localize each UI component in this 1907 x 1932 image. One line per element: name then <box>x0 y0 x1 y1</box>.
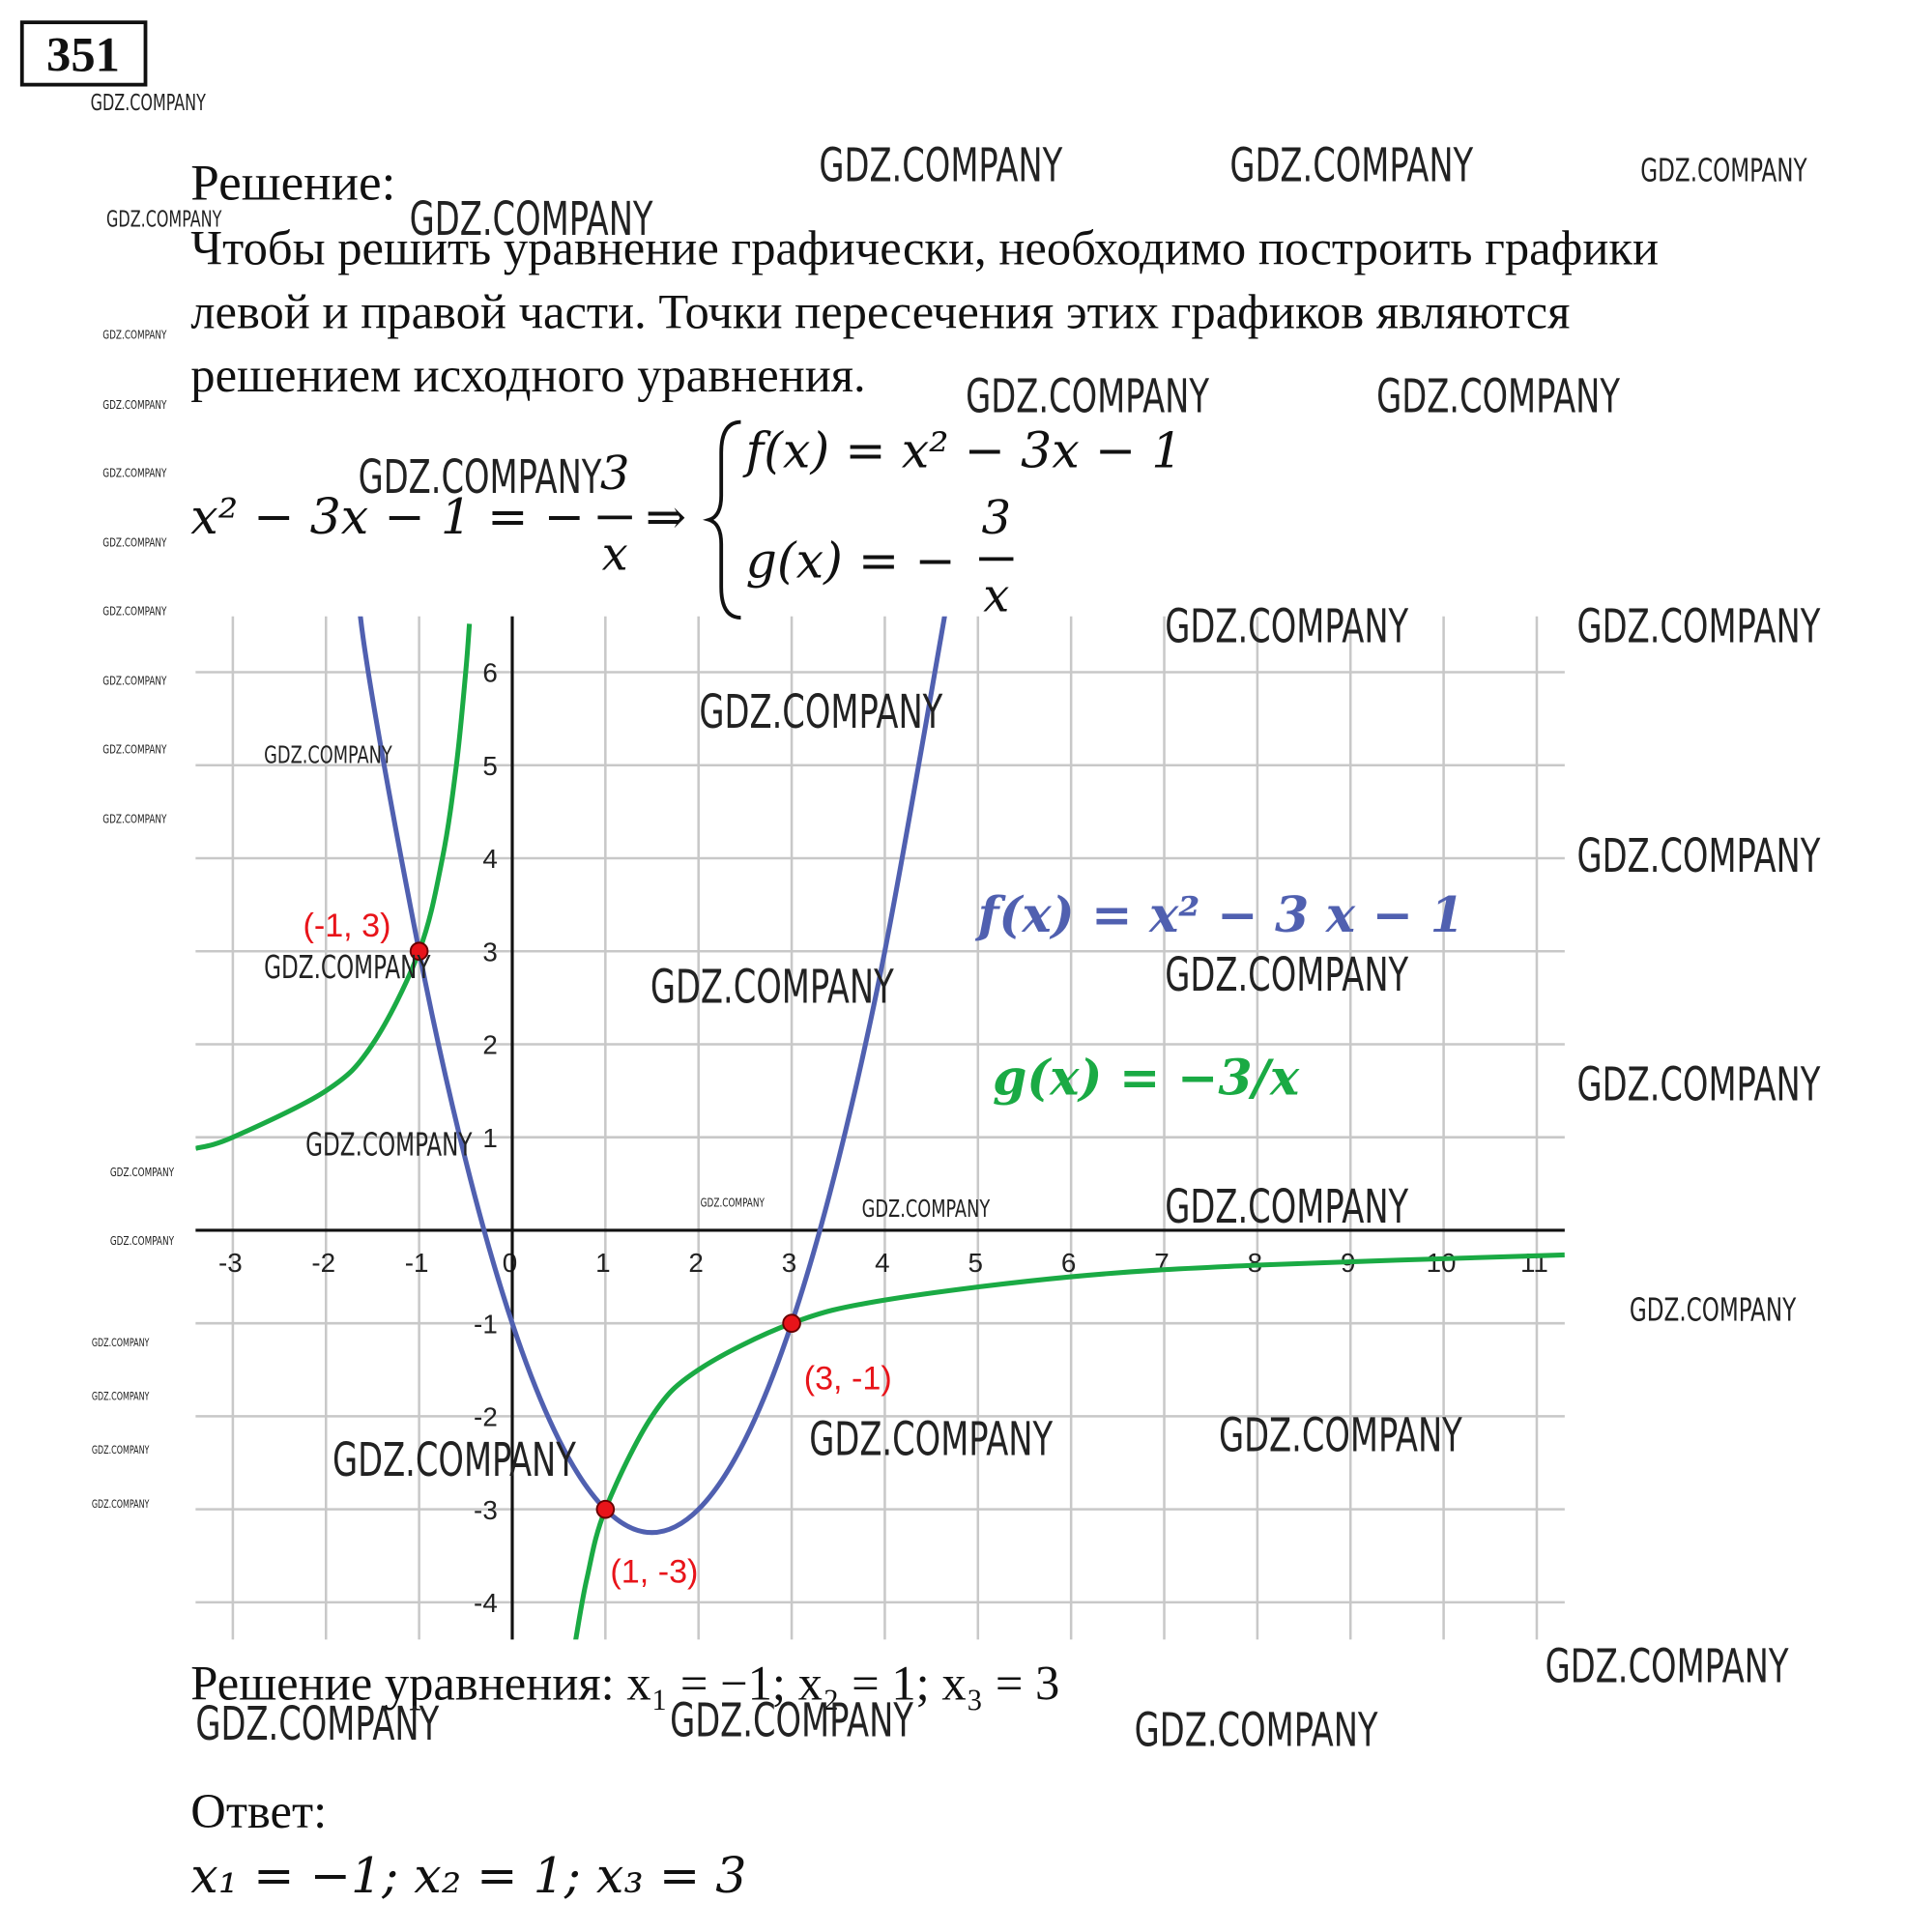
system-f: f(x) = x² − 3x − 1 <box>741 421 1182 478</box>
x-tick-label: -1 <box>405 1248 429 1278</box>
watermark: GDZ.COMPANY <box>699 685 942 739</box>
watermark: GDZ.COMPANY <box>1219 1409 1462 1463</box>
point-label: (3, -1) <box>804 1360 892 1397</box>
arrow: ⇒ <box>646 488 686 545</box>
watermark: GDZ.COMPANY <box>670 1694 913 1748</box>
watermark: GDZ.COMPANY <box>862 1195 991 1223</box>
x-tick-label: -3 <box>218 1248 243 1278</box>
watermark: GDZ.COMPANY <box>102 397 167 413</box>
watermark: GDZ.COMPANY <box>1165 600 1408 654</box>
watermark: GDZ.COMPANY <box>819 139 1062 193</box>
equation-left: x² − 3x − 1 = − <box>190 488 585 545</box>
solution: Решение уравнения: x₁ = −1; x₂ = 1; x₃ =… <box>190 1656 1059 1710</box>
x-tick-label: 1 <box>595 1248 610 1278</box>
watermark: GDZ.COMPANY <box>1577 1058 1821 1112</box>
x-tick-label: 3 <box>782 1248 796 1278</box>
intersection-point <box>782 1313 801 1333</box>
point-label: (-1, 3) <box>303 908 390 944</box>
paragraph-line: решением исходного уравнения. <box>190 348 865 402</box>
watermark: GDZ.COMPANY <box>332 1433 576 1487</box>
x-tick-label: 5 <box>968 1248 983 1278</box>
y-tick-label: 4 <box>482 844 497 874</box>
denominator: x <box>602 528 628 582</box>
y-tick-label: -4 <box>474 1588 498 1618</box>
watermark: GDZ.COMPANY <box>91 90 207 116</box>
watermark: GDZ.COMPANY <box>650 961 894 1015</box>
heading: Решение: <box>190 156 395 212</box>
watermark: GDZ.COMPANY <box>92 1338 150 1349</box>
watermark: GDZ.COMPANY <box>410 193 653 247</box>
curve <box>195 623 473 1151</box>
watermark: GDZ.COMPANY <box>102 673 167 688</box>
watermark: GDZ.COMPANY <box>106 206 222 232</box>
watermark: GDZ.COMPANY <box>195 1698 439 1752</box>
watermark: GDZ.COMPANY <box>1229 139 1473 193</box>
watermark: GDZ.COMPANY <box>809 1413 1053 1467</box>
watermark: GDZ.COMPANY <box>110 1233 175 1249</box>
y-tick-label: -1 <box>474 1309 498 1339</box>
watermark: GDZ.COMPANY <box>92 1499 150 1511</box>
watermark: GDZ.COMPANY <box>359 451 602 505</box>
watermark: GDZ.COMPANY <box>701 1195 766 1210</box>
x-tick-label: 8 <box>1248 1248 1262 1278</box>
paragraph-line: Чтобы решить уравнение графически, необх… <box>190 221 1659 275</box>
x-tick-label: -2 <box>311 1248 335 1278</box>
x-tick-label: 11 <box>1520 1248 1548 1278</box>
watermark: GDZ.COMPANY <box>110 1165 175 1180</box>
point-label: (1, -3) <box>610 1554 698 1591</box>
legend-label: f(x) = x² − 3 x − 1 <box>975 886 1464 943</box>
denominator: x <box>983 569 1009 623</box>
y-tick-label: 2 <box>482 1030 497 1060</box>
watermark: GDZ.COMPANY <box>102 741 167 757</box>
watermarks: GDZ.COMPANY GDZ.COMPANY GDZ.COMPANY GDZ.COM… <box>91 90 1821 1758</box>
x-tick-label: 7 <box>1154 1248 1169 1278</box>
watermark: GDZ.COMPANY <box>102 603 167 619</box>
watermark: GDZ.COMPANY <box>1376 370 1620 424</box>
watermark: GDZ.COMPANY <box>102 811 167 826</box>
watermark: GDZ.COMPANY <box>92 1445 150 1456</box>
watermark: GDZ.COMPANY <box>1135 1704 1378 1758</box>
x-tick-label: 2 <box>688 1248 703 1278</box>
legend-label: g(x) = −3/x <box>993 1049 1300 1106</box>
watermark: GDZ.COMPANY <box>966 370 1209 424</box>
y-tick-label: -3 <box>474 1495 498 1525</box>
y-tick-label: 1 <box>482 1123 497 1153</box>
intersection-point <box>595 1499 616 1519</box>
watermark: GDZ.COMPANY <box>1165 1181 1408 1235</box>
watermark: GDZ.COMPANY <box>264 949 431 986</box>
brace <box>702 419 741 620</box>
watermark: GDZ.COMPANY <box>102 534 167 550</box>
watermark: GDZ.COMPANY <box>305 1126 473 1163</box>
system-g: g(x) = − <box>745 532 955 589</box>
watermark: GDZ.COMPANY <box>264 741 392 769</box>
answer: x₁ = −1; x₂ = 1; x₃ = 3 <box>190 1847 746 1904</box>
watermark: GDZ.COMPANY <box>1546 1640 1789 1694</box>
y-tick-label: 5 <box>482 751 497 781</box>
watermark: GDZ.COMPANY <box>1630 1291 1797 1328</box>
watermark: GDZ.COMPANY <box>1165 948 1408 1002</box>
intersection-point <box>409 941 429 962</box>
x-tick-label: 10 <box>1427 1248 1457 1278</box>
paragraph-line: левой и правой части. Точки пересечения … <box>190 284 1570 338</box>
x-tick-label: 4 <box>875 1248 889 1278</box>
y-tick-label: 3 <box>482 937 497 966</box>
number-box <box>19 20 148 87</box>
x-tick-label: 6 <box>1061 1248 1076 1278</box>
numerator: 3 <box>981 491 1011 545</box>
watermark: GDZ.COMPANY <box>1640 152 1807 188</box>
watermark: GDZ.COMPANY <box>102 327 167 342</box>
watermark: GDZ.COMPANY <box>1577 600 1821 654</box>
watermark: GDZ.COMPANY <box>92 1392 150 1403</box>
numerator: 3 <box>600 447 630 501</box>
answer-heading: Ответ: <box>190 1784 327 1838</box>
y-tick-label: 6 <box>482 658 497 688</box>
problem-number: 351 <box>46 28 120 82</box>
watermark: GDZ.COMPANY <box>102 465 167 480</box>
y-tick-label: -2 <box>474 1402 498 1432</box>
watermark: GDZ.COMPANY <box>1577 830 1821 884</box>
x-tick-label: 0 <box>503 1248 517 1278</box>
